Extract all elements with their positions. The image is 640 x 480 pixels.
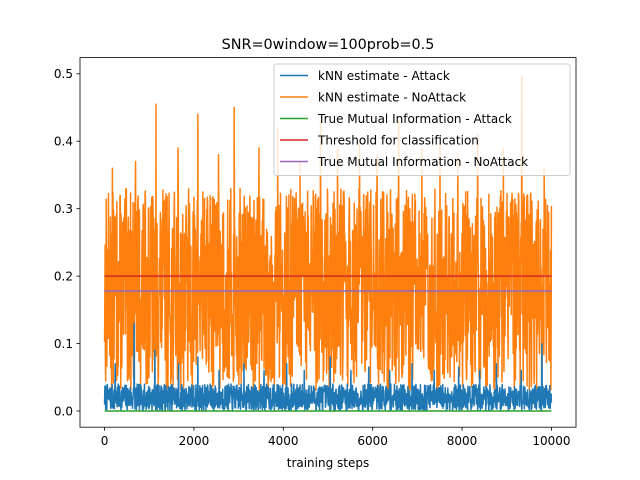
y-tick-label: 0.5 bbox=[54, 67, 73, 81]
y-tick-label: 0.2 bbox=[54, 269, 73, 283]
legend-label: kNN estimate - NoAttack bbox=[318, 90, 466, 104]
x-tick-label: 4000 bbox=[268, 434, 299, 448]
plot-frame bbox=[79, 57, 577, 428]
series-line-knn-estimate-noattack bbox=[103, 75, 553, 392]
x-tick-label: 0 bbox=[101, 434, 109, 448]
x-tick-label: 6000 bbox=[357, 434, 388, 448]
ticks-layer: 0 2000 4000 6000 8000 10000 0.0 0.1 0.2 0.3 0.4 0.5 bbox=[54, 67, 571, 448]
y-tick-label: 0.3 bbox=[54, 202, 73, 216]
legend-label: Threshold for classification bbox=[317, 133, 479, 147]
series-line-knn-estimate-attack bbox=[103, 322, 553, 412]
x-axis-title: training steps bbox=[287, 456, 370, 470]
series-layer bbox=[103, 75, 553, 412]
y-tick-label: 0.4 bbox=[54, 135, 73, 149]
legend-label: True Mutual Information - Attack bbox=[317, 112, 512, 126]
legend: kNN estimate - Attack kNN estimate - NoAt… bbox=[273, 63, 571, 176]
legend-label: True Mutual Information - NoAttack bbox=[317, 155, 528, 169]
x-tick-label: 10000 bbox=[532, 434, 570, 448]
y-tick-label: 0.1 bbox=[54, 337, 73, 351]
y-tick-label: 0.0 bbox=[54, 404, 73, 418]
x-tick-label: 2000 bbox=[179, 434, 210, 448]
chart-title: SNR=0window=100prob=0.5 bbox=[222, 37, 435, 53]
legend-label: kNN estimate - Attack bbox=[318, 69, 450, 83]
legend-box bbox=[273, 63, 571, 176]
x-tick-label: 8000 bbox=[447, 434, 478, 448]
